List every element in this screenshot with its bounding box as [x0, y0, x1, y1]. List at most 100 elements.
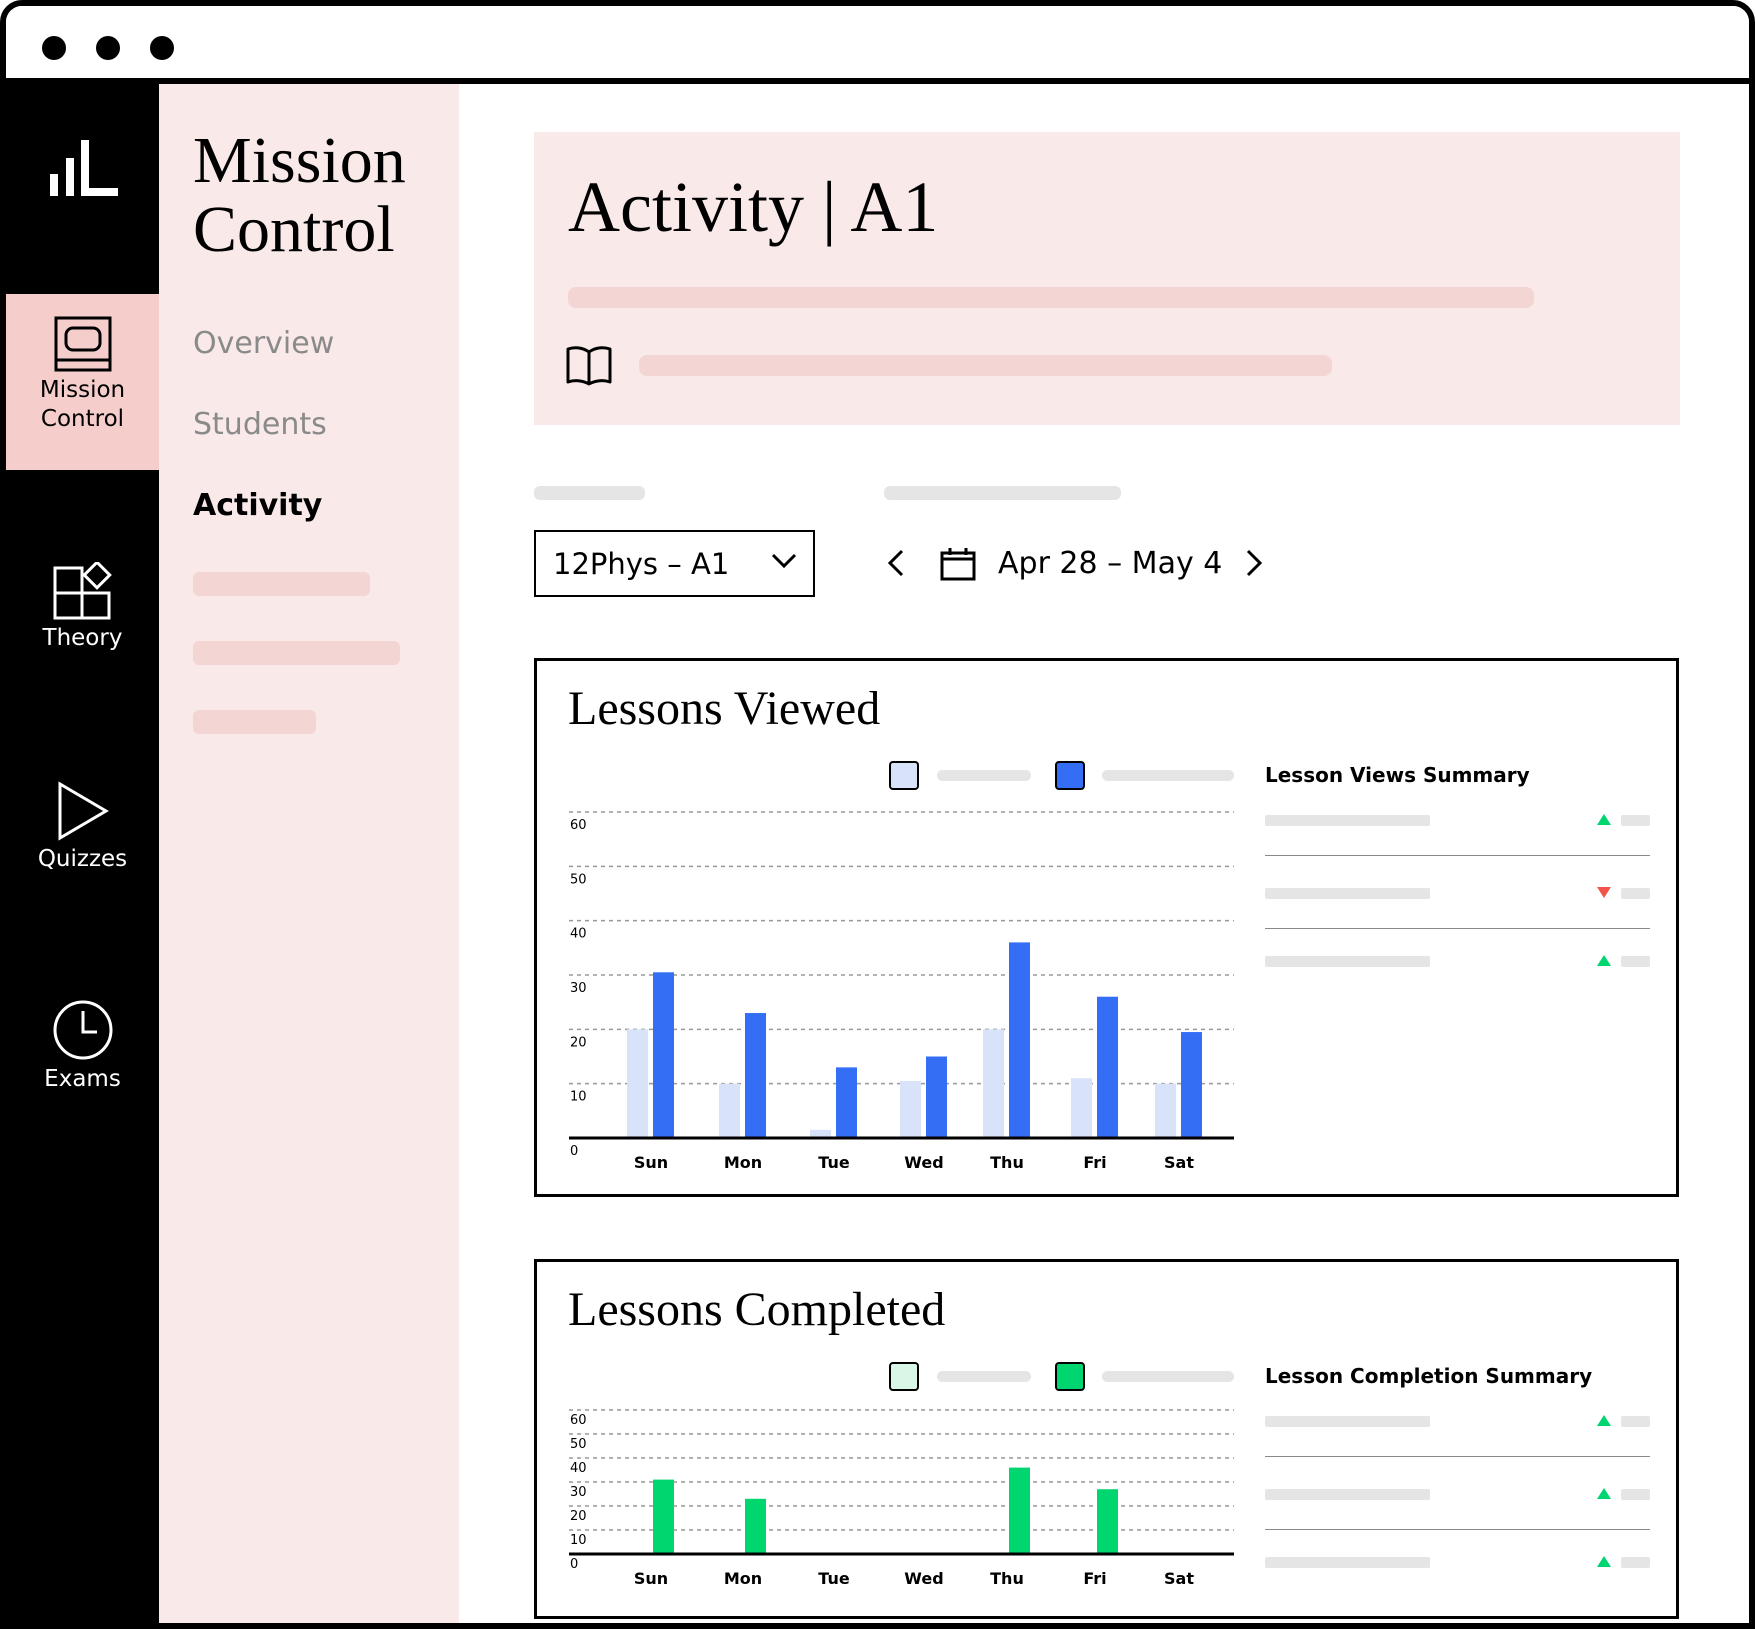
window-close-button[interactable]: [42, 36, 66, 60]
x-tick-label: Tue: [818, 1569, 850, 1588]
class-select-value: 12Phys – A1: [553, 547, 730, 581]
sidebar-link-activity[interactable]: Activity: [193, 488, 323, 523]
legend-label-placeholder: [937, 1371, 1031, 1382]
bar-thu-series-0: [983, 1029, 1004, 1138]
blocks-icon: [53, 562, 112, 620]
y-tick-label: 0: [570, 1144, 578, 1159]
y-tick-label: 50: [570, 1437, 587, 1452]
legend-swatch: [1055, 761, 1085, 790]
summary-divider: [1265, 1456, 1650, 1457]
summary-divider: [1265, 855, 1650, 856]
summary-divider: [1265, 928, 1650, 929]
bar-chart-logo-icon[interactable]: [50, 140, 118, 201]
placeholder-link: [193, 572, 370, 596]
monitor-icon: [54, 316, 111, 372]
legend-swatch: [889, 761, 919, 790]
y-tick-label: 30: [570, 1485, 587, 1500]
y-tick-label: 40: [570, 1461, 587, 1476]
legend-label-placeholder: [937, 770, 1031, 781]
window-maximize-button[interactable]: [150, 36, 174, 60]
bar-thu-series-1: [1009, 942, 1030, 1138]
bar-chart: 0 10 20 30 40 50 60 Sun Mon Tue Wed Thu Fri Sat: [569, 811, 1234, 1172]
bar-sat-series-0: [1155, 1083, 1176, 1138]
bar-sun-series-1: [653, 972, 674, 1138]
placeholder-label: [884, 486, 1121, 500]
trend-up-icon: [1597, 1556, 1611, 1567]
chevron-right-icon[interactable]: [1244, 549, 1264, 577]
chevron-left-icon[interactable]: [886, 549, 906, 577]
sidebar-link-students[interactable]: Students: [193, 407, 327, 442]
bar-mon-series-1: [745, 1013, 766, 1138]
placeholder-link: [193, 710, 316, 734]
x-tick-label: Thu: [990, 1153, 1024, 1172]
chevron-down-icon: [771, 553, 797, 569]
summary-divider: [1265, 1529, 1650, 1530]
nav-item-theory[interactable]: Theory: [6, 562, 159, 653]
nav-item-exams[interactable]: Exams: [6, 999, 159, 1094]
bar-wed-series-1: [926, 1056, 947, 1138]
summary-row-label-placeholder: [1265, 956, 1430, 967]
y-tick-label: 40: [570, 927, 587, 942]
nav-label: Control: [40, 406, 125, 432]
bar-tue-series-1: [836, 1067, 857, 1138]
nav-label: Exams: [44, 1066, 121, 1092]
nav-label: Theory: [42, 625, 123, 651]
bar-mon-series-0: [719, 1083, 740, 1138]
lessons-viewed-card: Lessons Viewed Lesson Views Summary 0 10 20 3…: [534, 658, 1679, 1197]
y-tick-label: 20: [570, 1509, 587, 1524]
class-select[interactable]: 12Phys – A1: [534, 530, 815, 597]
legend-swatch: [1055, 1362, 1085, 1391]
bar-chart: 0 10 20 30 40 50 60 Sun Mon Tue Wed Thu Fri Sat: [569, 1409, 1234, 1588]
summary-row-value-placeholder: [1621, 1416, 1650, 1427]
sidebar-link-overview[interactable]: Overview: [193, 326, 335, 361]
play-icon: [58, 781, 109, 841]
x-tick-label: Sun: [634, 1153, 668, 1172]
summary-row-label-placeholder: [1265, 1489, 1430, 1500]
trend-up-icon: [1597, 1415, 1611, 1426]
chart-title: Lessons Viewed: [568, 682, 881, 735]
summary-row-label-placeholder: [1265, 815, 1430, 826]
nav-item-mission-control[interactable]: Mission Control: [6, 294, 159, 470]
bar-mon-series-1: [745, 1498, 766, 1554]
book-open-icon: [566, 346, 612, 386]
x-tick-label: Fri: [1083, 1569, 1106, 1588]
bar-fri-series-1: [1097, 996, 1118, 1138]
y-tick-label: 10: [570, 1090, 587, 1105]
x-tick-label: Sun: [634, 1569, 668, 1588]
x-tick-label: Fri: [1083, 1153, 1106, 1172]
summary-row-label-placeholder: [1265, 1416, 1430, 1427]
legend-label-placeholder: [1102, 770, 1234, 781]
x-tick-label: Sat: [1164, 1569, 1194, 1588]
secondary-sidebar: Mission Control Overview Students Activi…: [159, 84, 459, 1623]
sidebar-title-line: Mission: [193, 124, 406, 197]
bar-thu-series-1: [1009, 1467, 1030, 1554]
calendar-icon[interactable]: [940, 547, 976, 581]
bar-sun-series-0: [627, 1029, 648, 1138]
window-minimize-button[interactable]: [96, 36, 120, 60]
trend-down-icon: [1597, 887, 1611, 898]
bar-sat-series-1: [1181, 1032, 1202, 1138]
sidebar-title-line: Control: [193, 193, 395, 266]
x-tick-label: Wed: [904, 1153, 943, 1172]
summary-row-value-placeholder: [1621, 1557, 1650, 1568]
sidebar-title: Mission Control: [193, 126, 406, 264]
placeholder-label: [534, 486, 645, 500]
bar-fri-series-1: [1097, 1489, 1118, 1554]
x-tick-label: Mon: [724, 1569, 762, 1588]
summary-row-value-placeholder: [1621, 815, 1650, 826]
x-tick-label: Thu: [990, 1569, 1024, 1588]
y-tick-label: 0: [570, 1557, 578, 1572]
legend-swatch: [889, 1362, 919, 1391]
chart-title: Lessons Completed: [568, 1283, 946, 1336]
date-range-label: Apr 28 – May 4: [998, 546, 1223, 581]
y-tick-label: 60: [570, 818, 587, 833]
y-tick-label: 30: [570, 981, 587, 996]
nav-item-quizzes[interactable]: Quizzes: [6, 781, 159, 874]
legend-label-placeholder: [1102, 1371, 1234, 1382]
y-tick-label: 20: [570, 1035, 587, 1050]
x-tick-label: Sat: [1164, 1153, 1194, 1172]
main-nav: Mission Control Theory Quizzes Exams: [6, 84, 159, 1623]
summary-row-label-placeholder: [1265, 888, 1430, 899]
page-header: Activity | A1: [534, 132, 1680, 425]
